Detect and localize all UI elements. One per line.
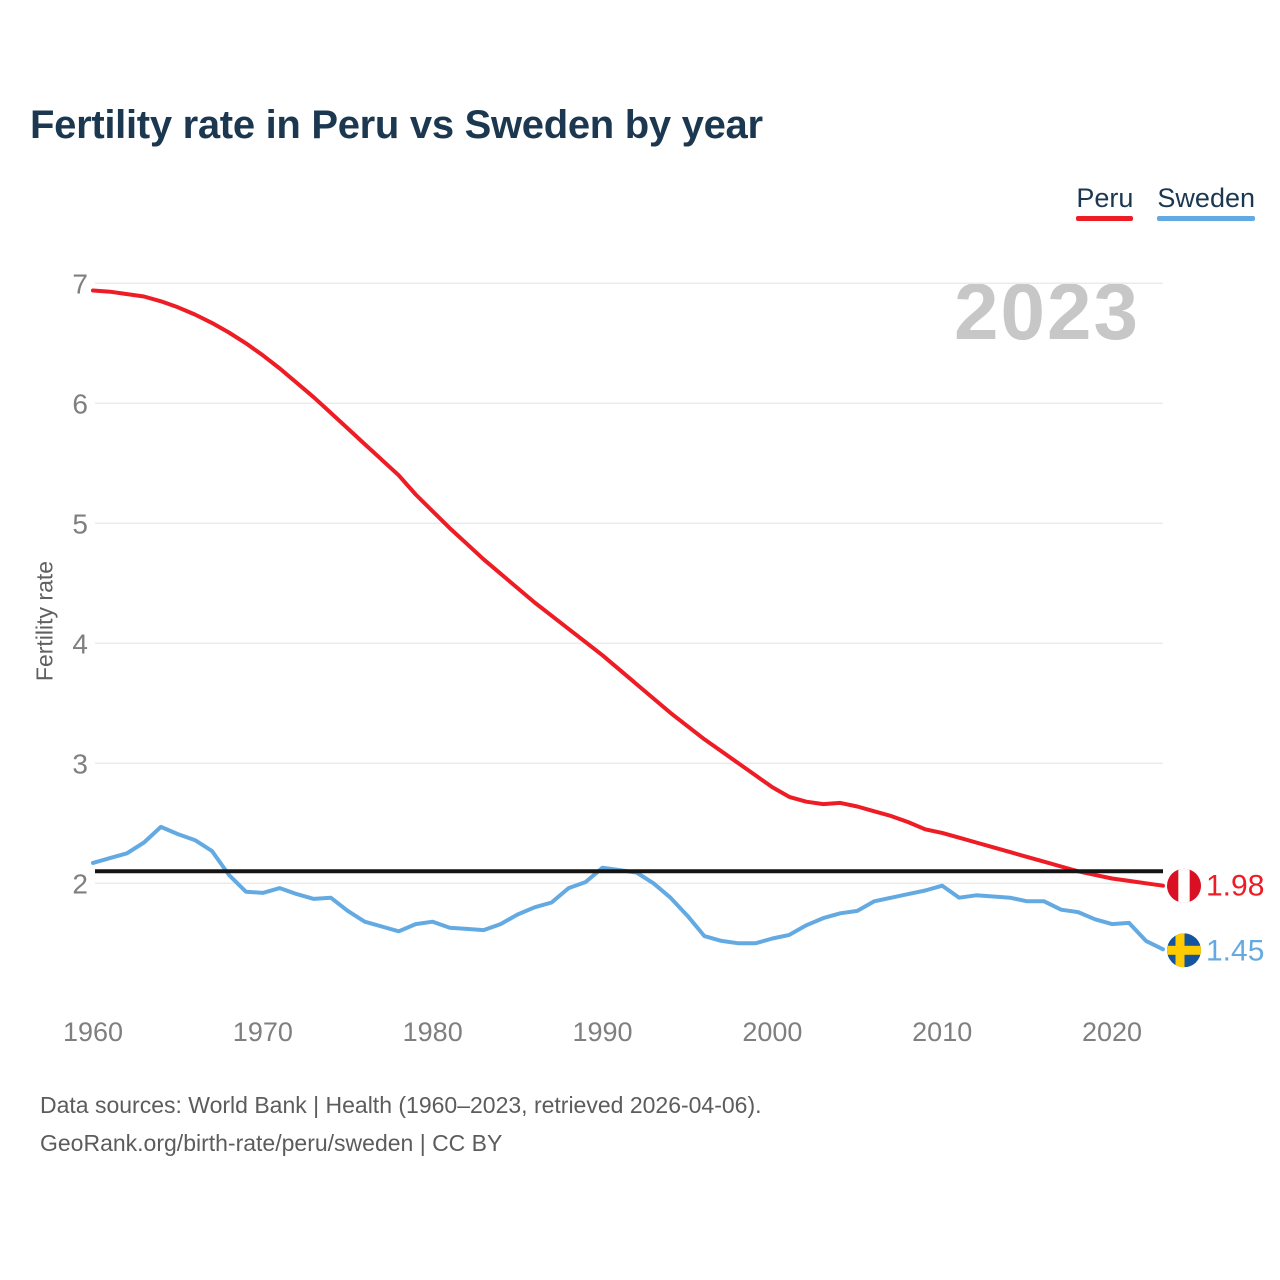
x-tick-label-1990: 1990 <box>572 1017 632 1047</box>
end-value-label-sweden: 1.45 <box>1206 934 1264 967</box>
legend-underline-peru <box>1076 216 1134 222</box>
x-tick-label-1960: 1960 <box>63 1017 123 1047</box>
legend-item-sweden[interactable]: Sweden <box>1157 183 1255 222</box>
legend: Peru Sweden <box>1076 183 1255 222</box>
legend-label-peru: Peru <box>1076 183 1134 213</box>
flag-icon-sweden <box>1167 933 1201 968</box>
y-tick-label-6: 6 <box>72 388 88 419</box>
source-line-1: Data sources: World Bank | Health (1960–… <box>40 1092 762 1118</box>
series-line-peru <box>91 288 1165 888</box>
x-tick-label-2020: 2020 <box>1082 1017 1142 1047</box>
flag-icon-peru <box>1167 868 1201 903</box>
year-watermark: 2023 <box>954 267 1140 356</box>
source-footer: Data sources: World Bank | Health (1960–… <box>40 1086 762 1162</box>
x-tick-label-2010: 2010 <box>912 1017 972 1047</box>
legend-label-sweden: Sweden <box>1157 183 1255 213</box>
x-tick-label-2000: 2000 <box>742 1017 802 1047</box>
y-tick-label-5: 5 <box>72 508 88 539</box>
series-line-sweden <box>91 824 1165 952</box>
x-tick-label-1980: 1980 <box>403 1017 463 1047</box>
x-tick-label-1970: 1970 <box>233 1017 293 1047</box>
legend-item-peru[interactable]: Peru <box>1076 183 1134 222</box>
y-tick-label-2: 2 <box>72 868 88 899</box>
page-title: Fertility rate in Peru vs Sweden by year <box>30 103 763 147</box>
y-tick-label-3: 3 <box>72 748 88 779</box>
y-tick-label-4: 4 <box>72 628 88 659</box>
source-line-2: GeoRank.org/birth-rate/peru/sweden | CC … <box>40 1130 503 1156</box>
legend-underline-sweden <box>1157 216 1255 222</box>
end-value-label-peru: 1.98 <box>1206 870 1264 903</box>
y-tick-label-7: 7 <box>72 268 88 299</box>
